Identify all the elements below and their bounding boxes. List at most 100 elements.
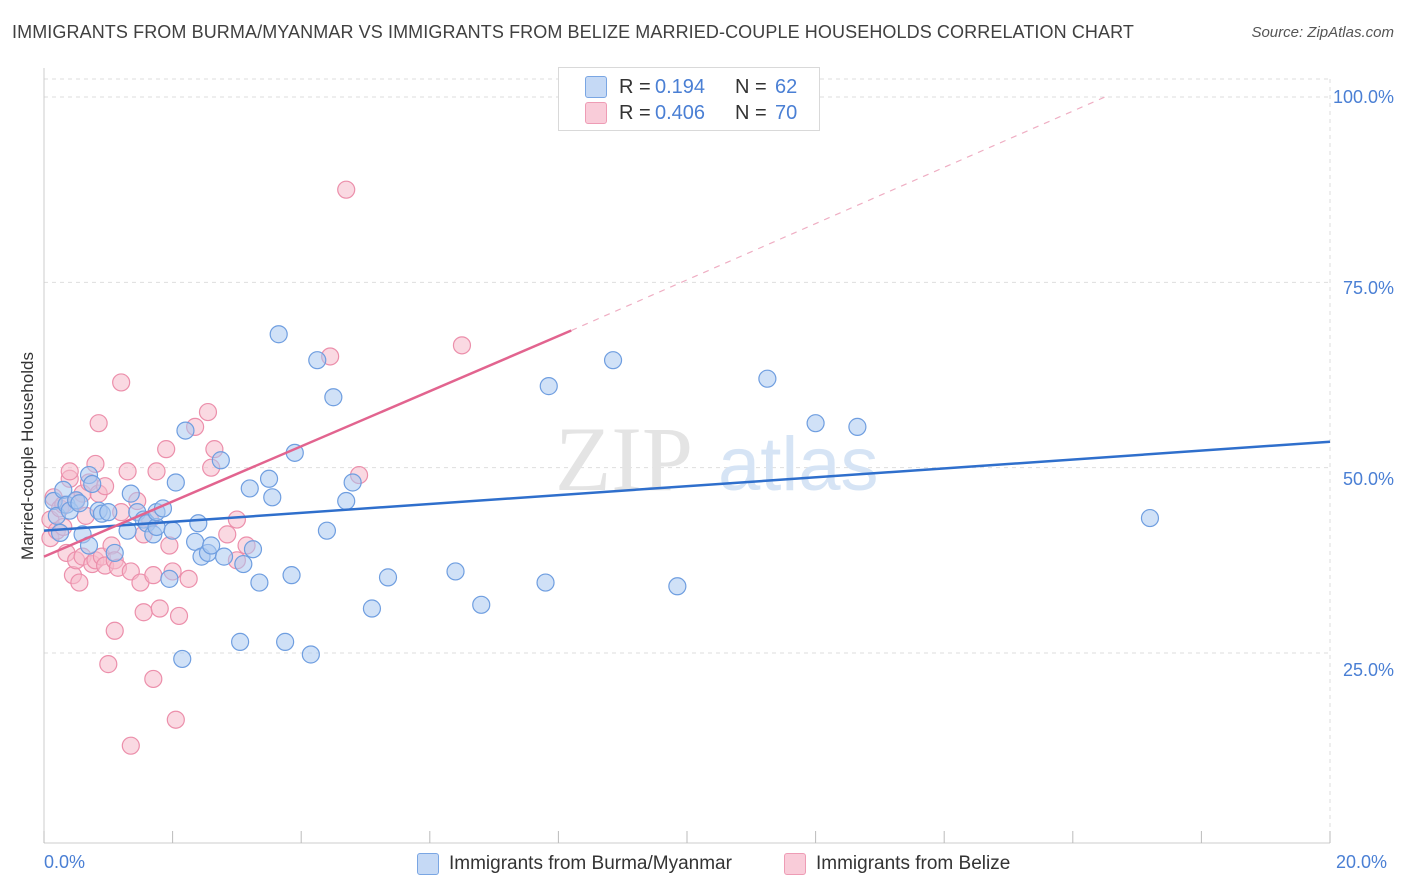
belize-point [179,569,198,588]
burma-point [269,325,288,344]
belize-point [218,525,237,544]
burma-point [343,473,362,492]
burma-point [70,494,89,513]
burma-point [160,569,179,588]
burma-point [324,388,343,407]
legend-n-value: 70 [775,101,798,124]
burma-point [848,417,867,436]
legend-n-label: N = [735,75,767,98]
burma-point [243,540,263,559]
y-tick-label-50: 50.0% [1342,469,1394,489]
burma-point [240,479,259,498]
belize-point [227,510,246,529]
burma-point [163,521,182,540]
bottom-legend-label-burma: Immigrants from Burma/Myanmar [449,853,732,874]
belize-point [60,462,79,481]
burma-point [121,484,140,503]
bottom-legend-swatch-pink [784,853,806,875]
burma-point [317,521,337,540]
belize-trend-extension [571,96,1106,332]
legend-r-value: 0.194 [655,75,706,98]
belize-point [166,710,185,729]
legend-row-burma: R = 0.194 N = 62 [585,75,797,99]
belize-point [118,462,137,481]
watermark-atlas: atlas [718,422,879,507]
burma-point [806,414,825,433]
legend-n-label: N = [735,101,767,124]
x-tick-label-max: 20.0% [1336,852,1388,872]
burma-point [1140,508,1160,528]
belize-point [169,606,189,626]
legend-n-value: 62 [775,75,798,98]
belize-point [112,373,131,392]
belize-point [89,414,108,433]
burma-point [211,451,230,470]
y-tick-label-25: 25.0% [1342,660,1394,680]
burma-point [231,632,250,651]
burma-point [214,547,234,566]
trend-lines [43,96,1331,558]
belize-trend-line [43,329,572,558]
y-tick-label-75: 75.0% [1342,278,1394,298]
burma-point [50,523,70,543]
belize-point [105,621,124,640]
legend-r-value: 0.406 [655,101,706,124]
burma-point [189,514,208,533]
bottom-legend-swatch-blue [417,853,439,875]
burma-point [362,599,382,618]
burma-point [337,491,356,511]
burma-point [83,474,102,494]
burma-point [308,351,327,370]
burma-point [250,573,269,592]
belize-point [70,573,89,592]
burma-point [176,421,195,440]
burma-point [202,536,221,555]
belize-point [337,180,356,199]
legend-swatch-pink [585,102,607,124]
burma-point [758,369,777,388]
burma-point [166,473,185,492]
burma-point [446,562,465,581]
source-credit: Source: ZipAtlas.com [1251,24,1394,41]
bottom-legend-belize: Immigrants from Belize [784,852,1010,876]
burma-point [259,469,279,488]
belize-point [134,603,153,622]
burma-point [668,577,687,596]
burma-trend-line [43,440,1331,532]
burma-point [105,543,124,563]
legend-row-belize: R = 0.406 N = 70 [585,101,797,125]
y-tick-label-100: 100.0% [1332,87,1394,107]
stats-legend: R = 0.194 N = 62 R = 0.406 N = 70 [558,67,820,131]
burma-point [282,566,301,585]
bottom-legend-label-belize: Immigrants from Belize [816,853,1011,874]
legend-swatch-blue [585,76,607,98]
x-tick-label-min: 0.0% [44,852,86,872]
burma-point [301,645,320,664]
belize-point [198,402,218,422]
burma-point [536,573,555,592]
burma-point [263,488,282,507]
belize-point [160,536,179,555]
watermark: ZIP atlas [555,408,879,510]
chart-title: IMMIGRANTS FROM BURMA/MYANMAR VS IMMIGRA… [12,22,1134,42]
burma-point [234,554,253,574]
burma-point [173,649,192,669]
belize-point [150,599,169,618]
belize-point [99,655,118,674]
burma-point [539,377,558,396]
legend-r-label: R = [619,75,651,98]
axes [43,68,1331,844]
burma-point [603,351,623,370]
burma-point [99,503,118,522]
burma-point [276,632,295,651]
belize-point [147,462,166,481]
belize-point [157,440,176,459]
belize-point [121,736,140,755]
legend-r-label: R = [619,101,651,124]
belize-point [144,669,163,689]
belize-point [144,566,163,585]
burma-point [378,568,398,587]
belize-point [452,336,472,355]
burma-point [472,595,491,614]
